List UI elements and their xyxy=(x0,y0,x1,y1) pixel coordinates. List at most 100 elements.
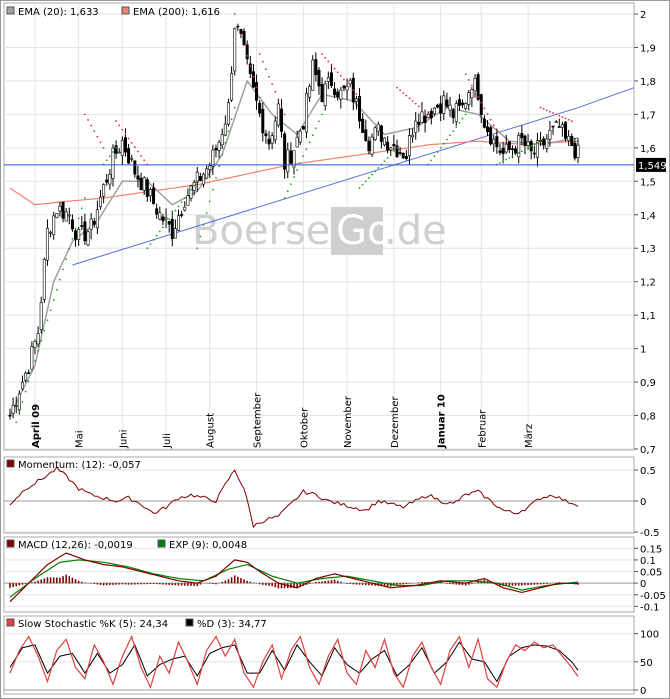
sar-dot-bullish xyxy=(296,169,299,172)
month-label: März xyxy=(524,424,535,448)
sar-dot-bullish xyxy=(539,140,542,143)
sar-dot-bullish xyxy=(293,176,295,179)
sar-dot-bearish xyxy=(327,60,330,63)
legend-macd-label: MACD (12,26): -0,0019 xyxy=(18,540,133,551)
sar-dot-bullish xyxy=(361,183,364,186)
sar-dot-bearish xyxy=(486,113,489,115)
sar-dot-bullish xyxy=(174,209,177,212)
candle-body xyxy=(167,220,171,225)
candle-body xyxy=(520,132,524,139)
candle-body xyxy=(27,372,31,375)
legend-ema20-label: EMA (20): 1,633 xyxy=(18,7,99,18)
candle-body xyxy=(123,137,127,153)
macd-signal-line xyxy=(9,559,579,598)
trendline-extension xyxy=(577,87,635,109)
sar-dot-bearish xyxy=(283,113,286,116)
sar-dot-bullish xyxy=(155,234,158,237)
candle-body xyxy=(386,141,390,151)
sar-dot-bullish xyxy=(533,143,536,146)
sar-dot-bullish xyxy=(430,159,433,162)
candle-body xyxy=(436,104,440,108)
candle-body xyxy=(498,150,502,153)
sar-dot-bullish xyxy=(168,218,171,220)
candle-body xyxy=(273,120,277,141)
sar-dot-bearish xyxy=(102,146,105,149)
candle-body xyxy=(358,96,362,122)
candle-body xyxy=(108,174,112,185)
candle-body xyxy=(261,108,265,134)
candle-body xyxy=(161,216,165,222)
candle-body xyxy=(248,63,252,74)
candle-body xyxy=(564,121,568,139)
sar-dot-bearish xyxy=(258,96,261,99)
sar-dot-bearish xyxy=(258,53,261,56)
candle-body xyxy=(258,102,262,114)
candle-body xyxy=(52,215,56,235)
price-axis: 2 1,9 1,8 1,7 1,6 1,5 1,4 1,3 1,2 1,1 1 0,9 0,8 0,7 xyxy=(634,10,656,456)
candle-body xyxy=(439,103,443,114)
candle-body xyxy=(170,218,174,240)
candle-body xyxy=(383,137,387,146)
sar-dot-bullish xyxy=(149,243,152,245)
sar-dot-bearish xyxy=(483,107,486,110)
month-label: Januar 10 xyxy=(437,394,448,449)
sar-dot-bearish xyxy=(492,124,495,127)
sar-dot-bullish xyxy=(105,159,108,162)
sar-dot-bullish xyxy=(27,380,30,383)
sar-dot-bullish xyxy=(15,421,18,424)
candle-body xyxy=(177,215,181,231)
candle-body xyxy=(411,134,415,138)
candle-body xyxy=(339,89,343,100)
candle-body xyxy=(373,127,377,140)
sar-dot-bullish xyxy=(52,299,55,301)
sar-dot-bearish xyxy=(408,97,411,100)
candle-body xyxy=(61,201,65,219)
candle-body xyxy=(77,229,81,240)
candle-body xyxy=(485,126,489,133)
candle-body xyxy=(158,212,162,220)
sar-dot-bullish xyxy=(59,278,61,281)
candle-body xyxy=(567,135,571,141)
sar-dot-bullish xyxy=(199,235,202,238)
sar-dot-bearish xyxy=(349,85,352,88)
sar-dot-bearish xyxy=(467,79,470,81)
sar-dot-bullish xyxy=(455,126,458,128)
candle-body xyxy=(33,340,37,349)
sar-dot-bearish xyxy=(121,128,124,131)
momentum-series xyxy=(9,466,579,529)
sar-dot-bullish xyxy=(230,118,233,121)
sar-dot-bullish xyxy=(305,148,308,151)
candle-body xyxy=(514,148,518,154)
sar-dot-bullish xyxy=(55,288,58,291)
candle-body xyxy=(389,147,393,151)
candle-body xyxy=(523,135,527,146)
sar-dot-bullish xyxy=(464,113,467,116)
candle-body xyxy=(208,165,212,171)
watermark: Boerse Go .de xyxy=(192,207,447,255)
momentum-axis: 0.5 0 -0.5 xyxy=(634,466,660,539)
sar-dot-bullish xyxy=(24,390,27,393)
month-label: Februar xyxy=(477,409,488,448)
candle-body xyxy=(195,171,199,183)
sar-dot-bearish xyxy=(265,68,267,71)
sar-dot-bearish xyxy=(343,78,345,81)
sar-dot-bullish xyxy=(283,197,286,199)
legend-momentum-label: Momentum: (12): -0,057 xyxy=(18,460,141,471)
candle-body xyxy=(220,134,224,146)
candle-body xyxy=(155,208,159,215)
sar-dot-bullish xyxy=(37,349,39,352)
sar-dot-bearish xyxy=(321,53,323,56)
legend-ema20-swatch xyxy=(6,6,15,15)
sar-dot-bullish xyxy=(299,162,302,165)
sar-dot-bearish xyxy=(555,113,558,116)
candle-body xyxy=(495,136,499,148)
candle-body xyxy=(570,136,574,146)
sar-dot-bullish xyxy=(446,138,448,141)
macd-series xyxy=(9,552,579,603)
sar-dot-bullish xyxy=(311,134,314,137)
candle-body xyxy=(211,149,215,167)
candle-body xyxy=(276,103,280,126)
sar-dot-bullish xyxy=(205,212,208,214)
sar-dot-bearish xyxy=(336,71,339,74)
candle-body xyxy=(83,221,87,242)
